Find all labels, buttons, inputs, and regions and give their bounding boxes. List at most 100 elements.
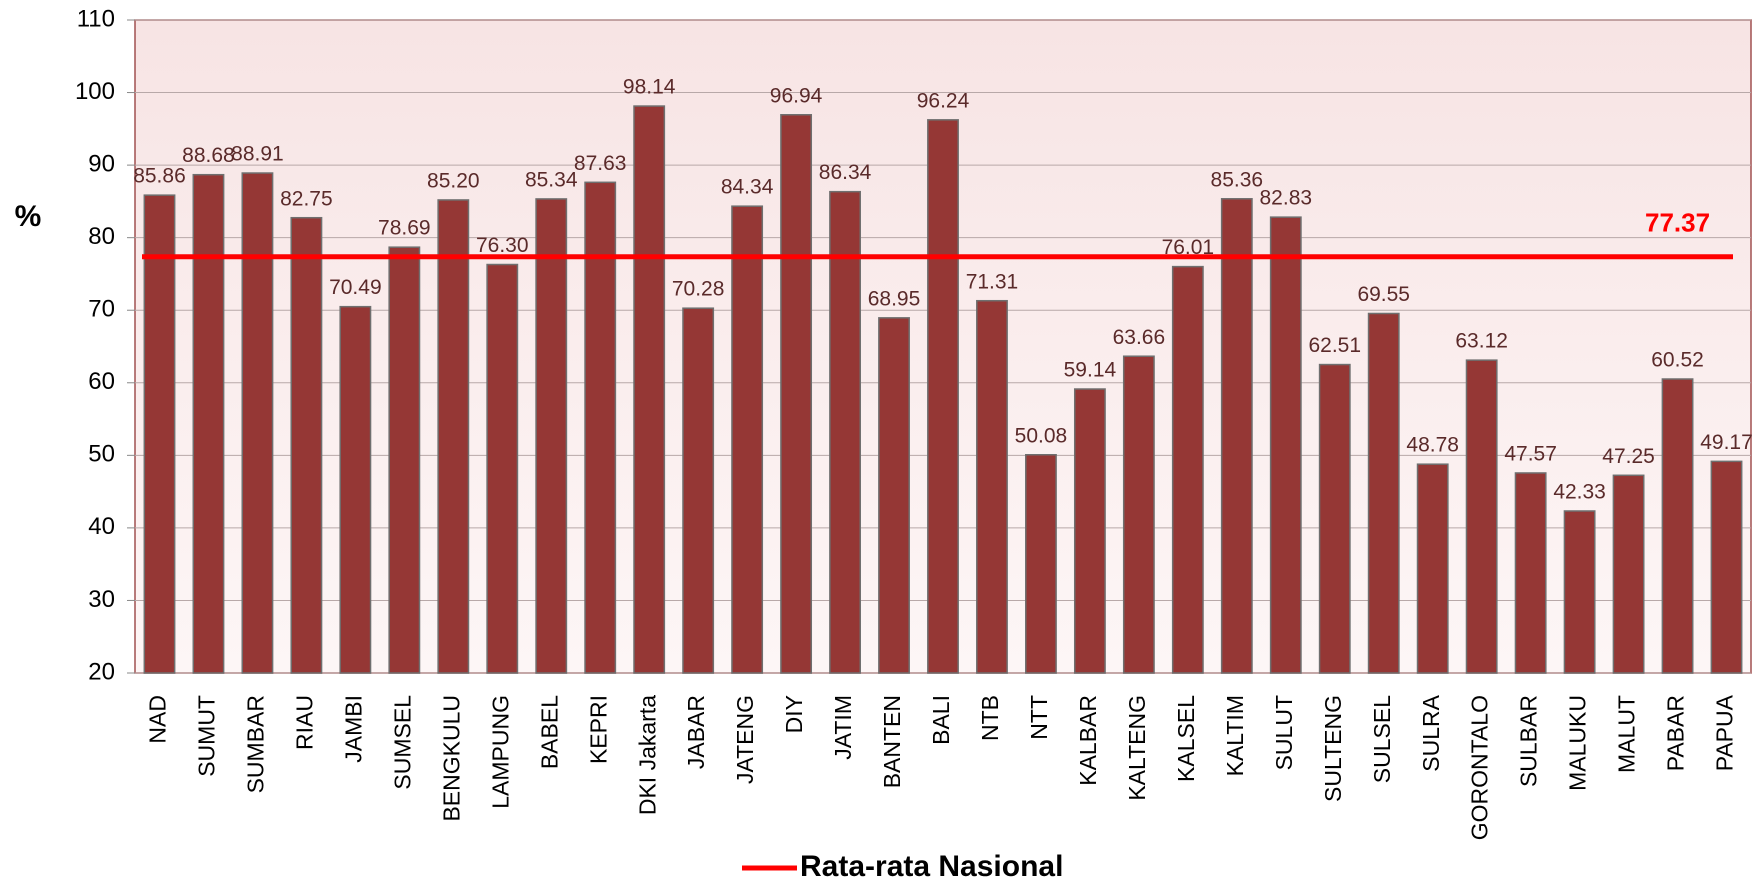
y-tick-label: 20 xyxy=(88,658,115,685)
value-label: 71.31 xyxy=(966,270,1019,293)
bar xyxy=(1563,510,1596,674)
x-tick-label: KALBAR xyxy=(1075,695,1101,786)
y-tick-label: 70 xyxy=(88,296,115,323)
value-label: 49.17 xyxy=(1700,431,1753,454)
value-label: 76.30 xyxy=(476,234,529,257)
x-tick-label: DKI Jakarta xyxy=(634,695,660,815)
value-label: 63.12 xyxy=(1455,330,1508,353)
bar xyxy=(535,198,568,674)
bar xyxy=(339,305,372,674)
y-tick-label: 40 xyxy=(88,513,115,540)
x-tick-label: RIAU xyxy=(291,695,317,750)
value-label: 76.01 xyxy=(1162,236,1215,259)
x-tick-label: KEPRI xyxy=(585,695,611,764)
y-tick-label: 50 xyxy=(88,441,115,468)
bar xyxy=(1710,460,1743,674)
x-tick-label: JATIM xyxy=(830,695,856,760)
value-label: 88.91 xyxy=(231,143,284,166)
x-tick-label: JATENG xyxy=(732,695,758,784)
bar xyxy=(1416,463,1449,674)
bar xyxy=(437,199,470,674)
bar xyxy=(633,105,666,674)
value-label: 42.33 xyxy=(1553,481,1606,504)
y-tick-label: 80 xyxy=(88,223,115,250)
bar xyxy=(1171,265,1204,674)
bar xyxy=(1122,355,1155,674)
legend-label: Rata-rata Nasional xyxy=(800,850,1063,883)
y-tick-label: 30 xyxy=(88,586,115,613)
x-tick-label: NAD xyxy=(145,695,171,744)
y-axis-label: % xyxy=(15,200,42,233)
value-label: 62.51 xyxy=(1308,334,1361,357)
y-tick-label: 90 xyxy=(88,150,115,177)
bar xyxy=(486,263,519,674)
bar xyxy=(1661,378,1694,674)
plot: 20 30 40 50 60 70 80 90 100 110 NAD SUMUT SUMBAR RIAU… xyxy=(75,5,1753,883)
x-tick-label: SULUT xyxy=(1271,695,1297,770)
bar xyxy=(1612,474,1645,674)
bar xyxy=(829,190,861,674)
bar xyxy=(927,119,959,674)
x-tick-label: BALI xyxy=(928,695,954,745)
value-label: 82.83 xyxy=(1260,187,1313,210)
bar xyxy=(290,216,323,674)
value-label: 85.36 xyxy=(1211,168,1264,191)
bar xyxy=(584,181,617,674)
value-label: 98.14 xyxy=(623,76,676,99)
bar xyxy=(878,317,910,674)
average-label: 77.37 xyxy=(1645,208,1710,238)
bar xyxy=(192,173,225,674)
x-tick-label: KALTIM xyxy=(1222,695,1248,776)
value-label: 86.34 xyxy=(819,161,872,184)
x-tick-label: JABAR xyxy=(683,695,709,769)
value-label: 47.57 xyxy=(1504,443,1557,466)
bar xyxy=(1025,454,1057,674)
bar xyxy=(976,299,1008,674)
bar xyxy=(1367,312,1400,674)
x-tick-label: SULTENG xyxy=(1320,695,1346,802)
x-tick-label: LAMPUNG xyxy=(487,695,513,809)
x-tick-label: SUMUT xyxy=(194,695,220,777)
value-label: 69.55 xyxy=(1357,283,1410,306)
value-label: 48.78 xyxy=(1406,434,1459,457)
value-label: 85.86 xyxy=(133,165,186,188)
x-tick-label: BANTEN xyxy=(879,695,905,788)
bar xyxy=(1269,216,1302,674)
x-tick-label: JAMBI xyxy=(340,695,366,763)
x-tick-label: NTB xyxy=(977,695,1003,741)
value-label: 78.69 xyxy=(378,217,431,240)
x-tick-label: MALUKU xyxy=(1565,695,1591,791)
value-label: 60.52 xyxy=(1651,349,1704,372)
value-label: 50.08 xyxy=(1015,424,1068,447)
value-label: 47.25 xyxy=(1602,445,1655,468)
x-tick-label: SULBAR xyxy=(1516,695,1542,787)
value-label: 70.49 xyxy=(329,276,382,299)
x-tick-label: PAPUA xyxy=(1712,694,1738,771)
bar xyxy=(241,172,274,674)
value-label: 96.94 xyxy=(770,84,823,107)
bar xyxy=(1073,388,1106,674)
bar xyxy=(1318,363,1351,674)
y-tick-label: 100 xyxy=(75,78,115,105)
x-tick-label: SULSEL xyxy=(1369,695,1395,783)
value-label: 63.66 xyxy=(1113,326,1166,349)
bar xyxy=(388,246,421,674)
value-label: 85.34 xyxy=(525,168,578,191)
y-tick-label: 110 xyxy=(77,5,115,32)
bar xyxy=(143,194,176,674)
value-label: 59.14 xyxy=(1064,359,1117,382)
bar xyxy=(780,114,813,674)
x-tick-label: NTT xyxy=(1026,695,1052,740)
x-tick-label: KALTENG xyxy=(1124,695,1150,801)
bar xyxy=(1514,472,1547,674)
bar xyxy=(1220,198,1253,674)
value-label: 87.63 xyxy=(574,152,627,175)
value-label: 96.24 xyxy=(917,89,970,112)
x-tick-label: KALSEL xyxy=(1173,695,1199,782)
x-tick-label: DIY xyxy=(781,695,807,733)
x-tick-label: SUMSEL xyxy=(389,695,415,790)
value-label: 70.28 xyxy=(672,278,725,301)
x-tick-label: PABAR xyxy=(1663,695,1689,771)
value-label: 88.68 xyxy=(182,144,235,167)
